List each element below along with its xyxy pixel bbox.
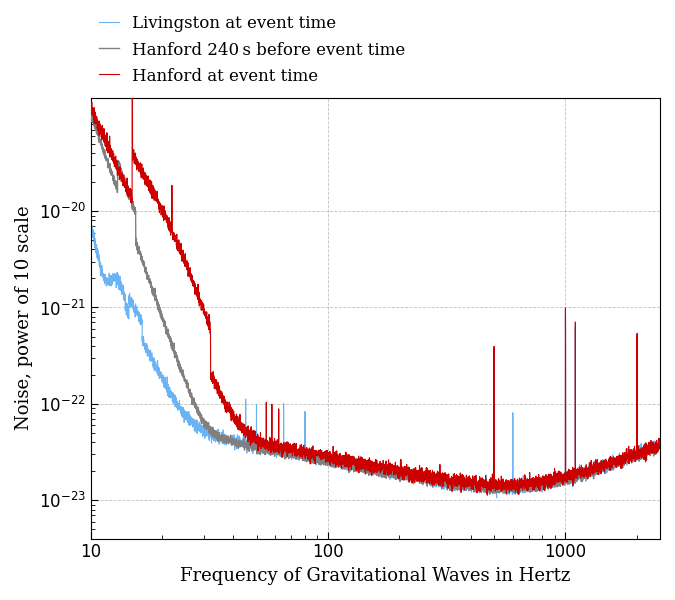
Hanford at event time: [190, 278, 198, 285]
Hanford 240 s before event time: [485, 491, 493, 498]
Hanford at event time: [457, 481, 465, 488]
Livingston at event time: [190, 420, 198, 427]
Livingston at event time: [457, 478, 465, 485]
Hanford at event time: [304, 453, 313, 460]
Livingston at event time: [428, 478, 436, 485]
Line: Hanford 240 s before event time: Hanford 240 s before event time: [90, 110, 660, 494]
Hanford at event time: [512, 478, 520, 485]
Livingston at event time: [86, 221, 95, 229]
Hanford 240 s before event time: [428, 481, 436, 488]
Hanford 240 s before event time: [555, 478, 563, 485]
Livingston at event time: [512, 484, 520, 491]
Hanford 240 s before event time: [656, 439, 664, 446]
Hanford at event time: [555, 473, 563, 481]
Hanford at event time: [656, 440, 664, 448]
Livingston at event time: [493, 494, 501, 502]
X-axis label: Frequency of Gravitational Waves in Hertz: Frequency of Gravitational Waves in Hert…: [180, 567, 570, 585]
Hanford 240 s before event time: [86, 107, 95, 114]
Hanford at event time: [86, 105, 95, 112]
Line: Hanford at event time: Hanford at event time: [90, 86, 660, 495]
Hanford 240 s before event time: [457, 481, 465, 488]
Y-axis label: Noise, power of 10 scale: Noise, power of 10 scale: [15, 206, 33, 430]
Hanford 240 s before event time: [512, 484, 520, 491]
Hanford at event time: [428, 474, 436, 481]
Livingston at event time: [656, 439, 664, 446]
Livingston at event time: [555, 476, 563, 484]
Line: Livingston at event time: Livingston at event time: [90, 225, 660, 498]
Hanford 240 s before event time: [190, 395, 198, 403]
Hanford 240 s before event time: [304, 452, 312, 459]
Livingston at event time: [86, 227, 95, 234]
Hanford at event time: [483, 491, 491, 499]
Legend: Livingston at event time, Hanford 240 s before event time, Hanford at event time: Livingston at event time, Hanford 240 s …: [99, 15, 406, 85]
Livingston at event time: [304, 449, 313, 457]
Hanford at event time: [128, 82, 136, 89]
